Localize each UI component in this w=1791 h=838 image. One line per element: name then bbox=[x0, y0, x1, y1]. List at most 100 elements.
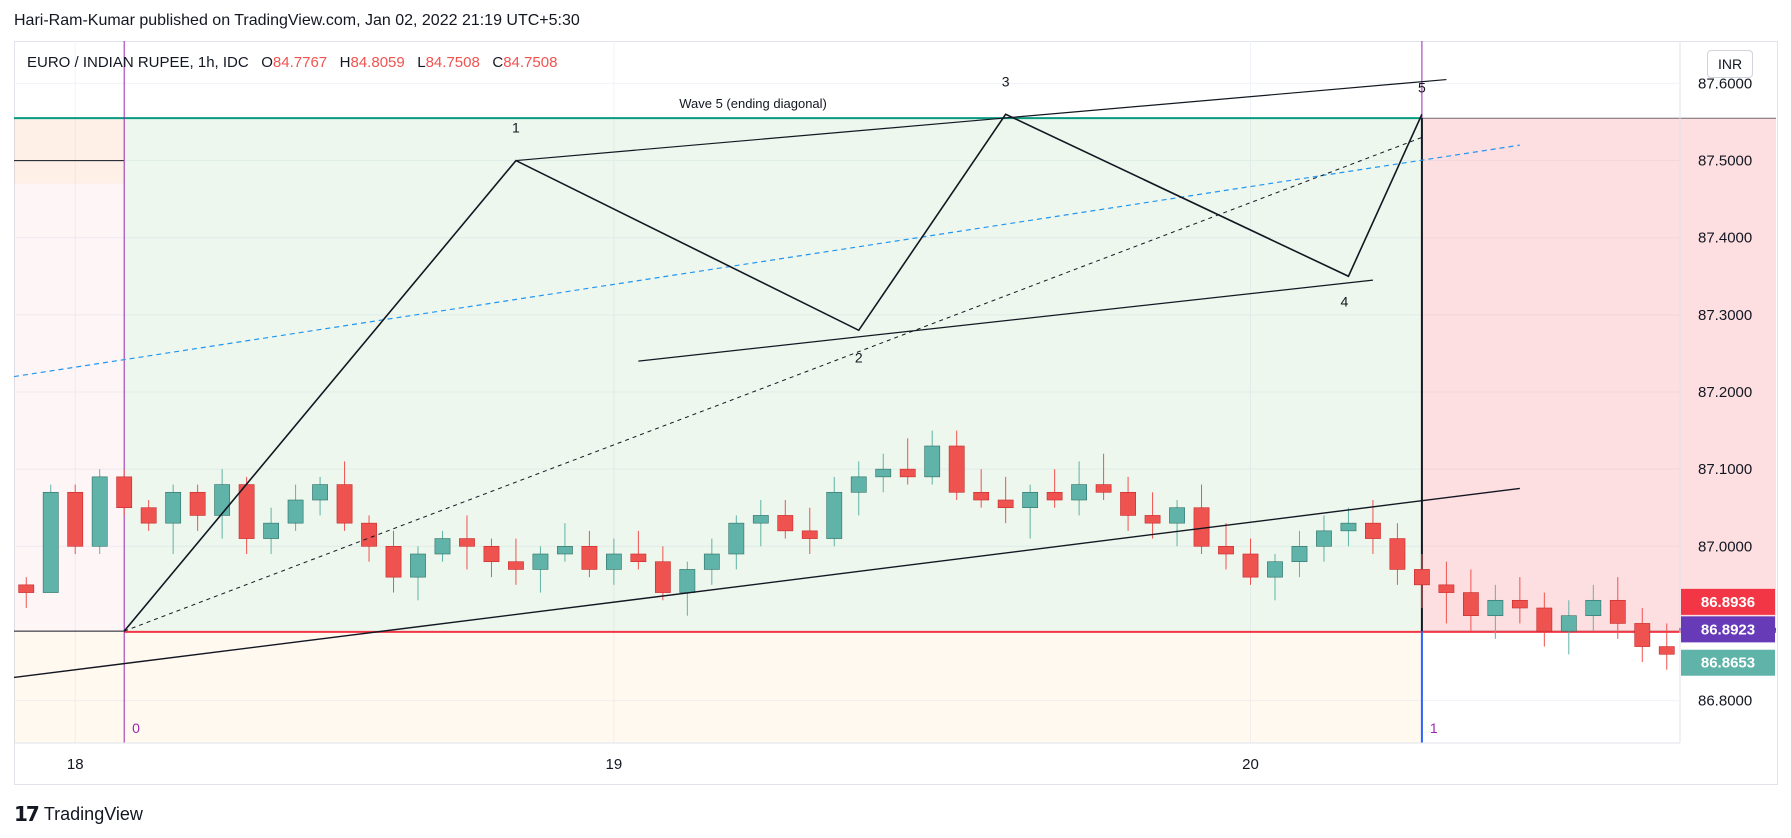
candle-up bbox=[1585, 599, 1602, 617]
candle-down bbox=[899, 468, 916, 478]
candle-down bbox=[1365, 522, 1381, 539]
price-tick-label: 86.8000 bbox=[1698, 693, 1752, 710]
channel-line bbox=[14, 487, 1520, 679]
wave-label: 3 bbox=[1002, 73, 1010, 89]
candle-down bbox=[1218, 545, 1234, 555]
wave-label: 1 bbox=[512, 120, 520, 136]
candle-down bbox=[189, 491, 206, 516]
candle-up bbox=[1291, 545, 1308, 563]
candle-up bbox=[703, 553, 720, 570]
legend-high: 84.8059 bbox=[350, 54, 405, 71]
candle-up bbox=[752, 515, 769, 524]
candle-down bbox=[973, 491, 990, 501]
candle-up bbox=[532, 553, 549, 570]
price-tag-label: 86.8923 bbox=[1701, 621, 1755, 638]
price-tick-label: 87.3000 bbox=[1698, 307, 1752, 324]
zone-label: Wave 5 (ending diagonal) bbox=[679, 96, 827, 111]
candle-up bbox=[1560, 615, 1577, 632]
price-tick-label: 87.2000 bbox=[1698, 384, 1752, 401]
candle-down bbox=[385, 545, 402, 578]
tradingview-logo[interactable]: 17 TradingView bbox=[14, 802, 143, 826]
candle-down bbox=[630, 553, 647, 563]
zone-pre-pink bbox=[14, 118, 125, 184]
price-tag-label: 86.8936 bbox=[1701, 594, 1755, 611]
candle-up bbox=[1169, 507, 1185, 524]
candle-down bbox=[483, 545, 500, 563]
candle-up bbox=[287, 499, 304, 524]
zone-reversal bbox=[1421, 117, 1776, 632]
candle-down bbox=[1462, 592, 1479, 617]
candle-up bbox=[214, 484, 231, 516]
candle-up bbox=[42, 491, 59, 593]
candle-down bbox=[777, 515, 794, 532]
price-tag-label: 86.8653 bbox=[1701, 655, 1755, 672]
candle-down bbox=[1609, 599, 1626, 624]
symbol-legend: EURO / INDIAN RUPEE, 1h, IDC O84.7767 H8… bbox=[27, 54, 557, 71]
legend-low-label: L bbox=[417, 54, 426, 71]
zone-pre-pink-2 bbox=[14, 183, 125, 632]
candle-down bbox=[1536, 607, 1553, 632]
candle-down bbox=[997, 499, 1014, 509]
candle-down bbox=[1144, 515, 1161, 524]
candle-down bbox=[1511, 599, 1528, 609]
candle-down bbox=[801, 530, 818, 539]
currency-button[interactable]: INR bbox=[1707, 50, 1753, 78]
diagonal-lower bbox=[638, 279, 1373, 362]
diagonal-upper bbox=[515, 78, 1447, 162]
wave-label: 2 bbox=[855, 349, 863, 365]
candle-up bbox=[1071, 484, 1088, 501]
legend-high-label: H bbox=[339, 54, 351, 71]
cycle-label: 0 bbox=[132, 720, 140, 736]
candle-up bbox=[605, 553, 622, 570]
wave-path bbox=[123, 113, 1423, 632]
price-tag-bg bbox=[1681, 616, 1775, 643]
candle-down bbox=[1242, 553, 1259, 578]
legend-open-label: O bbox=[261, 54, 273, 71]
candle-down bbox=[336, 484, 353, 524]
chart-frame bbox=[14, 41, 1778, 785]
candle-up bbox=[1022, 491, 1039, 509]
chart-canvas[interactable]: Wave 5 (ending diagonal)Reversal?0123123… bbox=[14, 41, 1776, 783]
candle-down bbox=[1414, 569, 1430, 586]
candle-down bbox=[948, 445, 965, 493]
candle-up bbox=[850, 476, 867, 493]
price-tick-label: 87.6000 bbox=[1698, 75, 1752, 92]
candle-down bbox=[1120, 491, 1136, 516]
wave-label: 4 bbox=[1341, 293, 1349, 309]
candle-up bbox=[1487, 599, 1504, 617]
candle-up bbox=[826, 491, 843, 539]
candle-up bbox=[91, 476, 108, 547]
price-tag-bg bbox=[1681, 649, 1775, 676]
zone-pre-beige-top bbox=[14, 118, 125, 184]
candle-up bbox=[557, 545, 573, 555]
candle-up bbox=[728, 522, 745, 555]
candle-down bbox=[1193, 507, 1210, 547]
legend-close-label: C bbox=[492, 54, 504, 71]
candle-down bbox=[238, 484, 255, 539]
candle-up bbox=[263, 522, 279, 539]
candle-down bbox=[140, 507, 157, 524]
time-tick-label: 18 bbox=[67, 756, 84, 773]
time-tick-label: 19 bbox=[606, 756, 623, 773]
candle-down bbox=[654, 561, 671, 593]
candle-down bbox=[18, 584, 35, 593]
price-tick-label: 87.0000 bbox=[1698, 538, 1752, 555]
candle-up bbox=[679, 569, 696, 593]
legend-close: 84.7508 bbox=[503, 54, 558, 71]
cycle-label: 1 bbox=[1430, 720, 1438, 736]
candle-up bbox=[1340, 522, 1357, 532]
wave-label: 5 bbox=[1418, 79, 1426, 95]
candle-up bbox=[924, 445, 941, 478]
candle-down bbox=[459, 538, 475, 547]
candle-up bbox=[434, 538, 451, 555]
legend-low: 84.7508 bbox=[425, 54, 480, 71]
candle-up bbox=[875, 468, 892, 478]
candle-down bbox=[581, 545, 598, 570]
price-tick-label: 87.4000 bbox=[1698, 230, 1752, 247]
legend-open: 84.7767 bbox=[272, 54, 328, 71]
candle-down bbox=[1634, 623, 1651, 647]
zone-pre-beige bbox=[14, 631, 1422, 743]
publish-info: Hari-Ram-Kumar published on TradingView.… bbox=[14, 12, 580, 29]
tradingview-logo-icon: 17 bbox=[14, 802, 40, 826]
candle-down bbox=[1095, 484, 1112, 493]
